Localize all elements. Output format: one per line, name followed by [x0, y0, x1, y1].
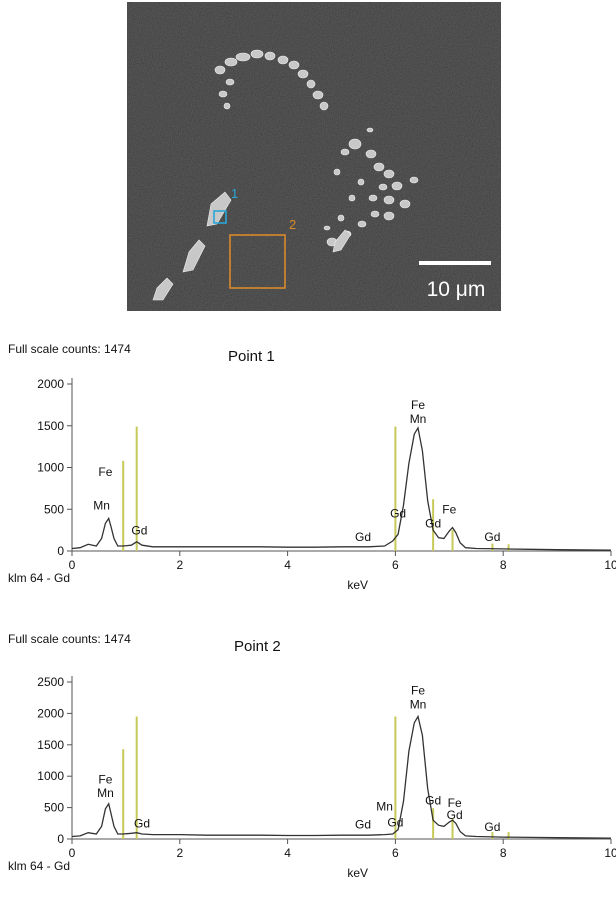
region-2-label: 2 [289, 217, 296, 232]
peak-label: Mn [410, 412, 427, 426]
x-tick-label: 2 [176, 558, 183, 572]
x-tick-label: 10 [604, 558, 616, 572]
y-tick-label: 500 [44, 801, 64, 815]
peak-label: Mn [376, 800, 393, 814]
x-tick-label: 0 [69, 558, 76, 572]
peak-label: Gd [387, 815, 403, 829]
peak-label: Fe [442, 502, 456, 516]
spectrum-line [71, 714, 612, 839]
x-tick-label: 8 [500, 846, 507, 860]
x-tick-label: 2 [176, 846, 183, 860]
peak-label: Fe [411, 684, 425, 698]
y-tick-label: 1500 [37, 738, 64, 752]
peak-label: Mn [93, 498, 110, 512]
chart-title: Point 2 [234, 638, 281, 655]
x-tick-label: 6 [392, 558, 399, 572]
scale-bar-label: 10 μm [427, 278, 486, 301]
y-tick-label: 2000 [37, 377, 64, 391]
peak-label: Fe [448, 796, 462, 810]
x-axis-title: keV [347, 578, 368, 592]
region-2-box [229, 234, 286, 289]
y-tick-label: 0 [57, 544, 64, 558]
peak-label: Gd [484, 820, 500, 834]
peak-label: Gd [134, 817, 150, 831]
x-tick-label: 6 [392, 846, 399, 860]
edx-spectrum-point-1: Full scale counts: 1474 Point 1 0 500 1000 15… [8, 342, 616, 592]
x-tick-label: 4 [284, 846, 291, 860]
footer-label: klm 64 - Gd [8, 859, 70, 873]
peak-label: Gd [131, 523, 147, 537]
y-tick-label: 0 [57, 832, 64, 846]
footer-label: klm 64 - Gd [8, 571, 70, 585]
sem-micrograph: 1 2 10 μm [127, 2, 501, 311]
y-tick-label: 2000 [37, 706, 64, 720]
region-1-box [213, 210, 227, 224]
spectrum-line [71, 426, 612, 551]
particle-cluster [152, 49, 419, 301]
peak-label: Gd [447, 808, 463, 822]
full-scale-label: Full scale counts: 1474 [8, 342, 131, 356]
x-tick-label: 4 [284, 558, 291, 572]
y-tick-label: 500 [44, 502, 64, 516]
chart-title: Point 1 [228, 348, 275, 365]
peak-label: Gd [390, 507, 406, 521]
x-tick-label: 0 [69, 846, 76, 860]
x-axis-title: keV [347, 866, 368, 880]
edx-spectrum-point-2: Full scale counts: 1474 Point 2 0 500 1000 15… [8, 632, 616, 880]
peak-label: Fe [98, 465, 112, 479]
peak-label: Fe [411, 398, 425, 412]
peak-label: Gd [484, 530, 500, 544]
peak-label: Gd [425, 793, 441, 807]
full-scale-label: Full scale counts: 1474 [8, 632, 131, 646]
y-tick-label: 1500 [37, 419, 64, 433]
peak-label: Gd [425, 517, 441, 531]
x-tick-label: 10 [604, 846, 616, 860]
x-tick-label: 8 [500, 558, 507, 572]
y-tick-label: 2500 [37, 675, 64, 689]
peak-label: Gd [355, 530, 371, 544]
region-1-label: 1 [231, 186, 238, 201]
peak-label: Gd [355, 817, 371, 831]
y-tick-label: 1000 [37, 769, 64, 783]
peak-label: Mn [97, 786, 114, 800]
scale-bar [419, 261, 491, 265]
peak-label: Fe [98, 773, 112, 787]
y-tick-label: 1000 [37, 461, 64, 475]
peak-label: Mn [410, 697, 427, 711]
